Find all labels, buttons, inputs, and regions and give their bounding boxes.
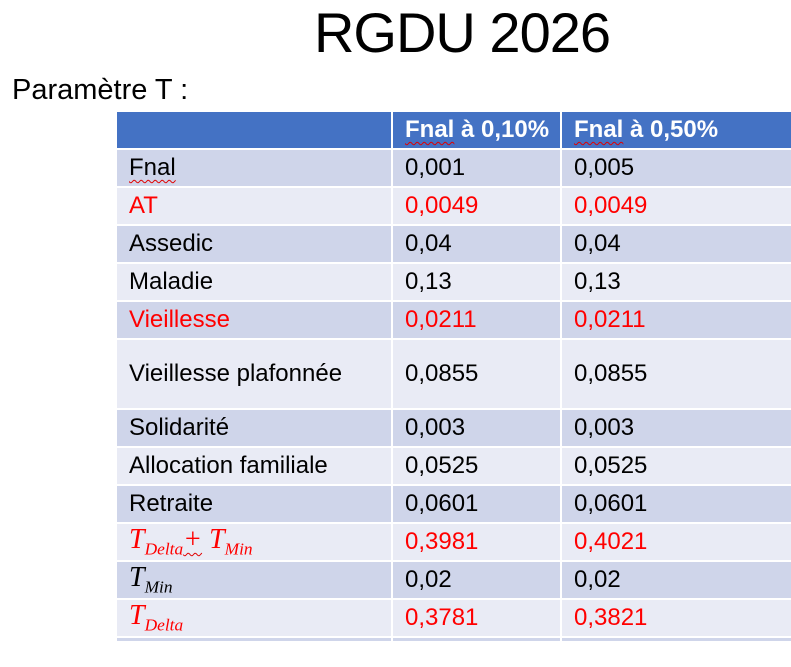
- row-label-cell: Fnal: [115, 148, 393, 188]
- math-variable: TDelta: [129, 524, 184, 559]
- value-cell: [560, 636, 791, 643]
- value-cell: 0,0601: [391, 484, 562, 524]
- row-label-cell: AT: [115, 186, 393, 226]
- table-row-partial: [115, 636, 791, 643]
- value-cell: 0,0855: [560, 338, 791, 410]
- row-label-cell: TMin: [115, 560, 393, 600]
- row-label-cell: TDelta: [115, 598, 393, 638]
- value-cell: 0,0211: [560, 300, 791, 340]
- parameters-table-container: Fnal à 0,10% Fnal à 0,50% Fnal 0,001 0,005 A…: [115, 110, 791, 643]
- table-row: Allocation familiale 0,0525 0,0525: [115, 446, 791, 486]
- value-cell: 0,005: [560, 148, 791, 188]
- row-label-cell: Vieillesse plafonnée: [115, 338, 393, 410]
- value-cell: 0,13: [560, 262, 791, 302]
- misspelled-word: Fnal: [405, 116, 455, 143]
- value-cell: [391, 636, 562, 643]
- misspelled-word: Fnal: [574, 116, 624, 143]
- value-cell: 0,001: [391, 148, 562, 188]
- table-row: TDelta+ TMin 0,3981 0,4021: [115, 522, 791, 562]
- table-row: Maladie 0,13 0,13: [115, 262, 791, 302]
- row-label-cell: Allocation familiale: [115, 446, 393, 486]
- page-title: RGDU 2026: [313, 1, 611, 64]
- value-cell: 0,3821: [560, 598, 791, 638]
- value-cell: 0,003: [391, 408, 562, 448]
- table-row: AT 0,0049 0,0049: [115, 186, 791, 226]
- value-cell: 0,0049: [391, 186, 562, 226]
- row-label-cell: Vieillesse: [115, 300, 393, 340]
- math-variable: TDelta: [129, 600, 184, 635]
- table-header-row: Fnal à 0,10% Fnal à 0,50%: [115, 110, 791, 150]
- table-body: Fnal 0,001 0,005 AT 0,0049 0,0049 Assedic 0,04 0…: [115, 148, 791, 643]
- value-cell: 0,0601: [560, 484, 791, 524]
- row-label-cell: Assedic: [115, 224, 393, 264]
- table-row: Retraite 0,0601 0,0601: [115, 484, 791, 524]
- parameters-table: Fnal à 0,10% Fnal à 0,50% Fnal 0,001 0,005 A…: [115, 110, 791, 643]
- value-cell: 0,0049: [560, 186, 791, 226]
- value-cell: 0,02: [560, 560, 791, 600]
- table-header: Fnal à 0,10% Fnal à 0,50%: [115, 110, 791, 150]
- table-row: Assedic 0,04 0,04: [115, 224, 791, 264]
- value-cell: 0,0525: [391, 446, 562, 486]
- row-label-cell: Solidarité: [115, 408, 393, 448]
- value-cell: 0,3981: [391, 522, 562, 562]
- corner-header-cell: [115, 110, 393, 150]
- column-header-cell: Fnal à 0,50%: [560, 110, 791, 150]
- math-variable: TMin: [209, 524, 253, 559]
- value-cell: 0,4021: [560, 522, 791, 562]
- math-operator: +: [183, 524, 203, 556]
- row-label-cell: Retraite: [115, 484, 393, 524]
- table-row: TDelta 0,3781 0,3821: [115, 598, 791, 638]
- row-label-cell: TDelta+ TMin: [115, 522, 393, 562]
- misspelled-word: Fnal: [129, 154, 176, 181]
- table-row: Vieillesse plafonnée 0,0855 0,0855: [115, 338, 791, 410]
- value-cell: 0,0211: [391, 300, 562, 340]
- value-cell: 0,04: [391, 224, 562, 264]
- table-row: TMin 0,02 0,02: [115, 560, 791, 600]
- value-cell: [115, 636, 393, 643]
- row-label-cell: Maladie: [115, 262, 393, 302]
- table-row: Vieillesse 0,0211 0,0211: [115, 300, 791, 340]
- math-variable: TMin: [129, 562, 173, 597]
- subtitle-parametre-t: Paramètre T :: [12, 74, 189, 106]
- table-row: Solidarité 0,003 0,003: [115, 408, 791, 448]
- table-row: Fnal 0,001 0,005: [115, 148, 791, 188]
- value-cell: 0,0525: [560, 446, 791, 486]
- value-cell: 0,13: [391, 262, 562, 302]
- value-cell: 0,02: [391, 560, 562, 600]
- value-cell: 0,3781: [391, 598, 562, 638]
- value-cell: 0,0855: [391, 338, 562, 410]
- value-cell: 0,003: [560, 408, 791, 448]
- value-cell: 0,04: [560, 224, 791, 264]
- column-header-cell: Fnal à 0,10%: [391, 110, 562, 150]
